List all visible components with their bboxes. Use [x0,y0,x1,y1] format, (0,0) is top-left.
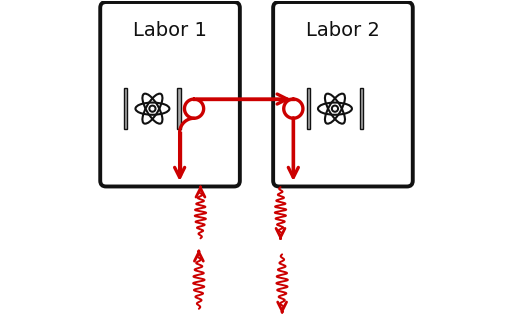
Circle shape [333,107,337,110]
Polygon shape [307,88,310,130]
Circle shape [151,107,154,110]
FancyBboxPatch shape [273,2,413,186]
Polygon shape [177,88,181,130]
Circle shape [149,105,156,112]
Text: Labor 1: Labor 1 [133,21,207,40]
Polygon shape [360,88,363,130]
Circle shape [331,105,339,112]
Polygon shape [124,88,127,130]
Text: Labor 2: Labor 2 [306,21,380,40]
FancyBboxPatch shape [100,2,240,186]
